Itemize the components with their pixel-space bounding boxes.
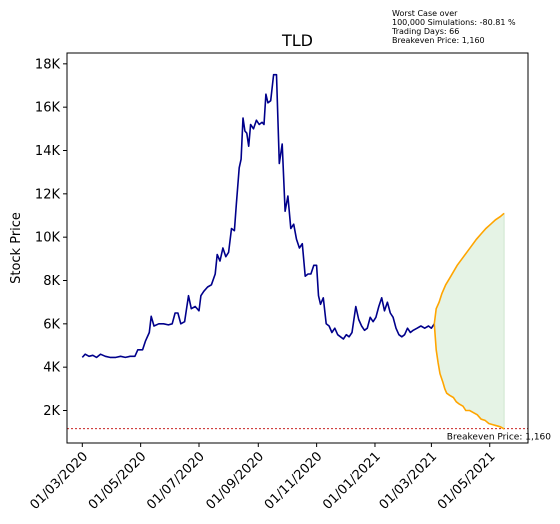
x-axis: 01/03/202001/05/202001/07/202001/09/2020… bbox=[28, 443, 499, 513]
y-tick-label: 8K bbox=[43, 274, 60, 289]
simulation-range-fill bbox=[433, 212, 505, 430]
simulation-lower-line bbox=[433, 323, 505, 430]
plot-frame bbox=[66, 52, 529, 444]
x-tick-label: 01/07/2020 bbox=[144, 449, 208, 513]
x-tick-label: 01/05/2020 bbox=[86, 449, 150, 513]
annotation-line: Worst Case over bbox=[392, 9, 458, 18]
y-tick-label: 6K bbox=[43, 317, 60, 332]
y-tick-label: 10K bbox=[35, 231, 61, 246]
simulation-upper-line bbox=[433, 212, 505, 324]
y-tick-label: 12K bbox=[35, 187, 61, 202]
breakeven-label: Breakeven Price: 1,160 bbox=[447, 433, 551, 443]
y-tick-label: 16K bbox=[35, 101, 61, 116]
annotation-line: 100,000 Simulations: -80.81 % bbox=[392, 18, 516, 27]
x-tick-label: 01/09/2020 bbox=[204, 449, 268, 513]
y-axis-label: Stock Price bbox=[9, 212, 24, 284]
annotation-line: Breakeven Price: 1,160 bbox=[392, 36, 485, 45]
annotation-line: Trading Days: 66 bbox=[391, 27, 459, 36]
y-axis: 2K 4K 6K 8K 10K 12K 14K 16K 18K bbox=[35, 57, 67, 419]
x-tick-label: 01/03/2020 bbox=[28, 449, 92, 513]
x-tick-label: 01/05/2021 bbox=[435, 449, 499, 513]
x-tick-label: 01/11/2020 bbox=[262, 449, 326, 513]
plot-area: Breakeven Price: 1,160 bbox=[67, 73, 551, 443]
x-tick-label: 01/03/2021 bbox=[377, 449, 441, 513]
x-tick-label: 01/01/2021 bbox=[320, 449, 384, 513]
chart-title: TLD bbox=[281, 31, 313, 50]
historical-price-line bbox=[81, 73, 435, 359]
y-tick-label: 2K bbox=[43, 404, 60, 419]
y-tick-label: 4K bbox=[43, 361, 60, 376]
y-tick-label: 14K bbox=[35, 144, 61, 159]
y-tick-label: 18K bbox=[35, 57, 61, 72]
